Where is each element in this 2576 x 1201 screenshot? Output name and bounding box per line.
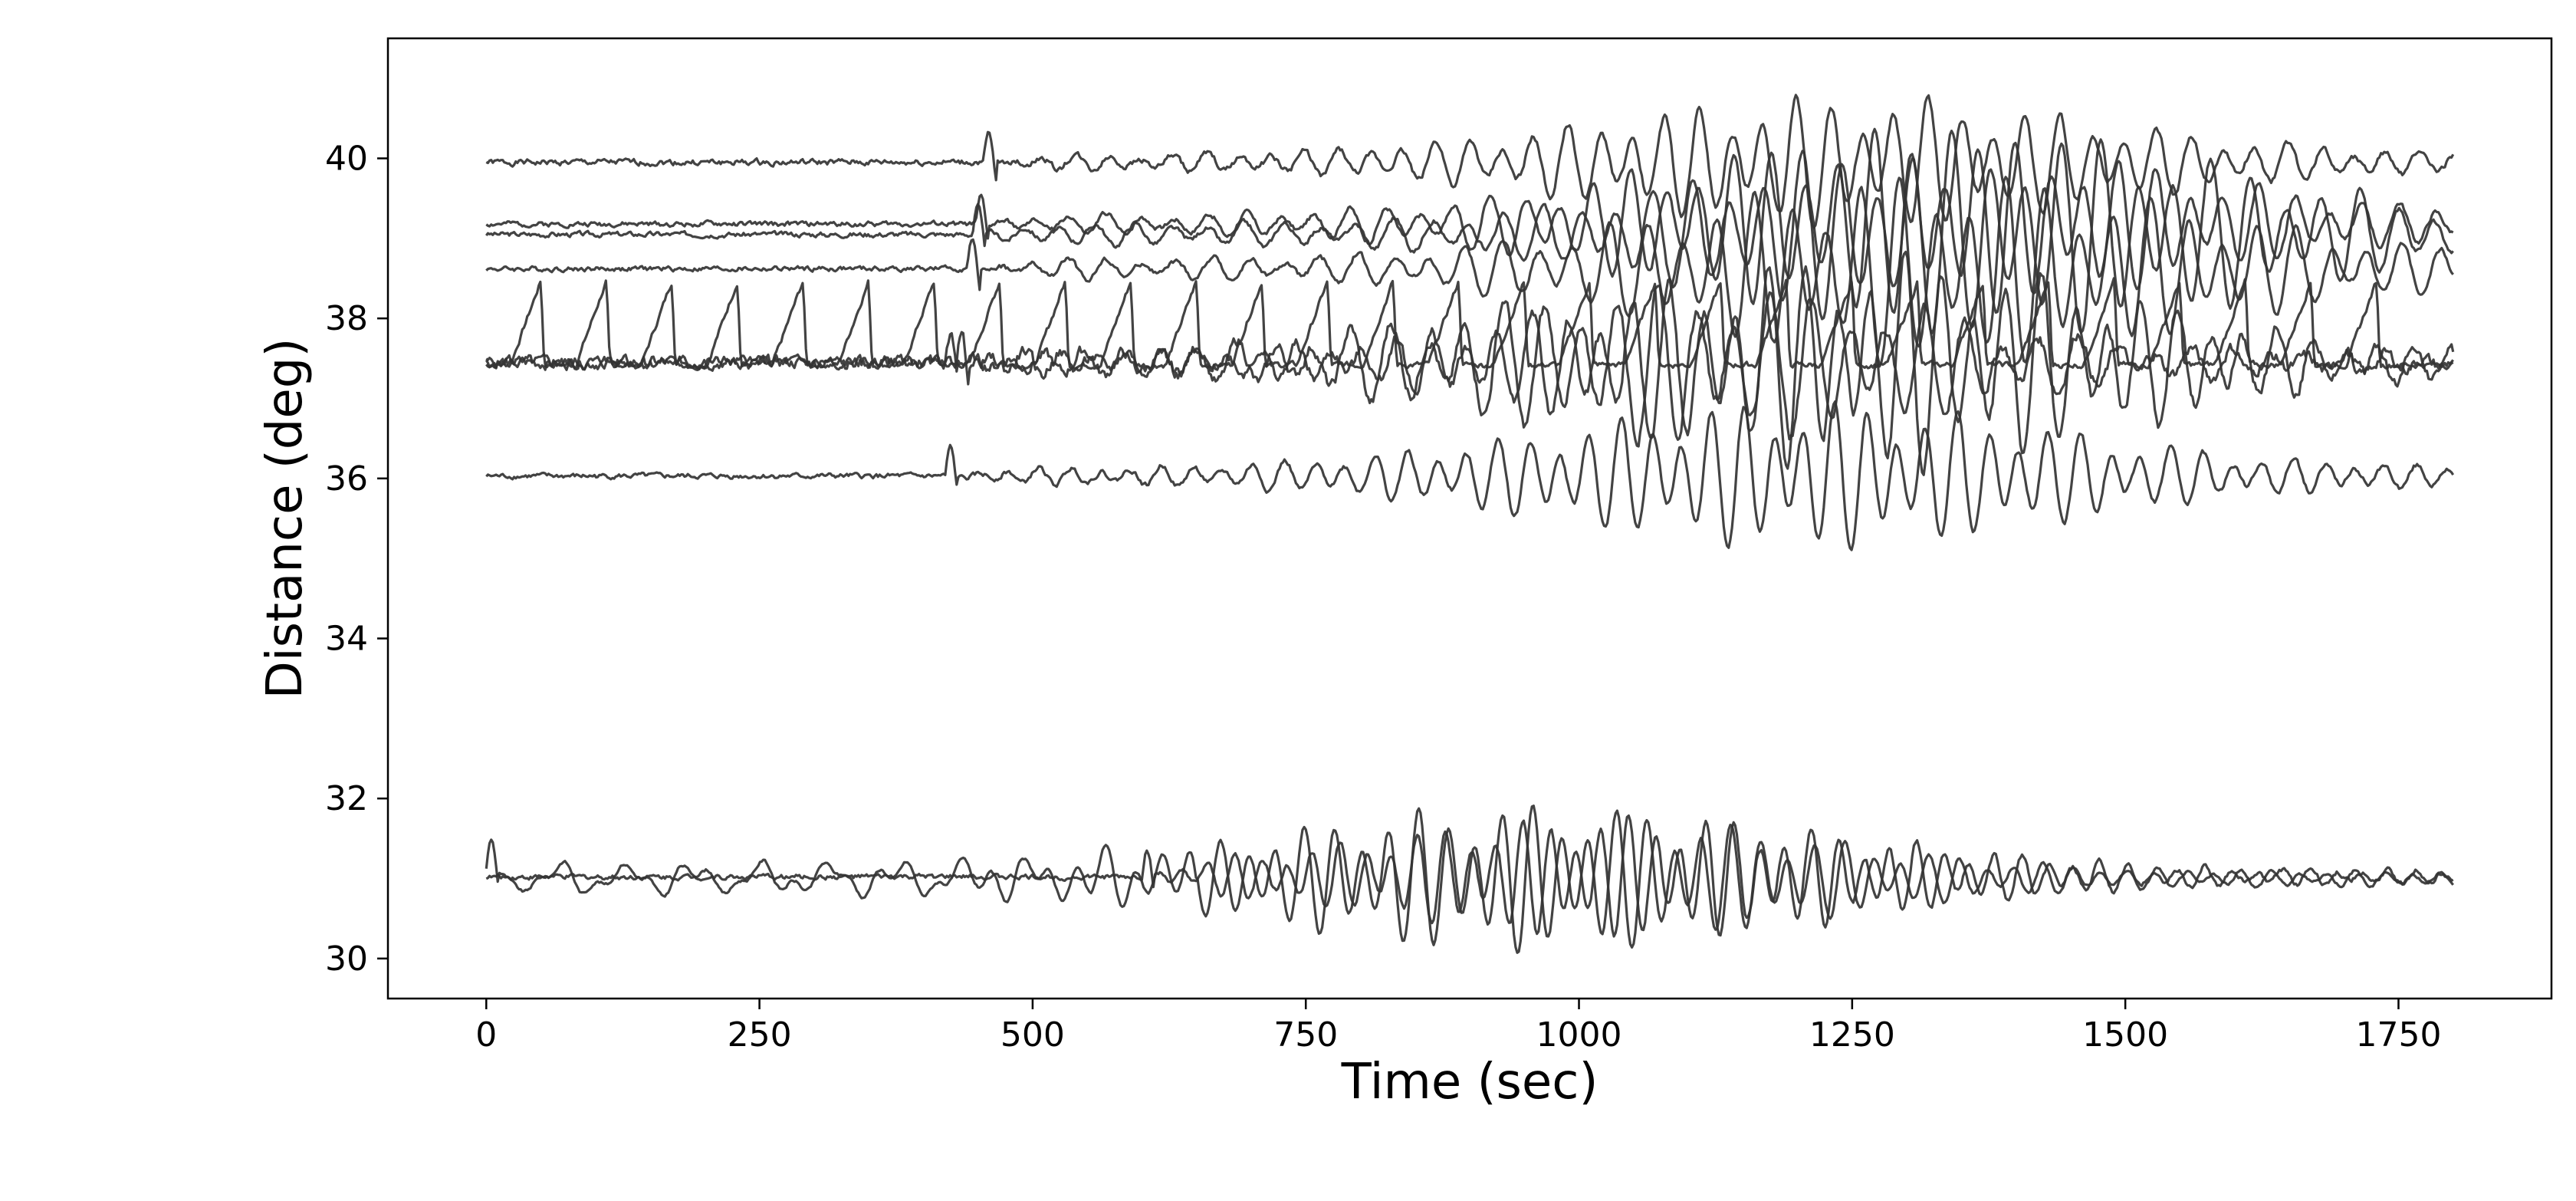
plot-frame <box>386 37 2553 1000</box>
x-tick-label: 1000 <box>1536 1015 1622 1055</box>
seismic-trace-1 <box>485 94 2455 229</box>
x-tick-label: 1250 <box>1809 1015 1895 1055</box>
y-tick-label: 40 <box>325 140 368 179</box>
x-axis-ticks: 0 250 500 750 1000 1250 1500 1750 <box>475 999 2441 1055</box>
seismic-trace-7 <box>485 277 2454 370</box>
seismic-trace-10 <box>485 814 2454 938</box>
y-tick-label: 30 <box>325 939 368 979</box>
seismic-trace-3 <box>485 130 2454 334</box>
x-axis-label: Time (sec) <box>1341 1054 1598 1111</box>
y-tick-label: 34 <box>325 620 368 659</box>
seismic-trace-6 <box>485 285 2454 448</box>
y-axis-label: Distance (deg) <box>257 338 314 699</box>
seismic-trace-2 <box>485 127 2454 314</box>
trace-group <box>485 94 2455 954</box>
x-tick-label: 750 <box>1273 1015 1338 1055</box>
y-tick-label: 32 <box>325 779 368 818</box>
y-tick-label: 36 <box>325 459 368 498</box>
x-tick-label: 1750 <box>2355 1015 2441 1055</box>
seismic-trace-4 <box>485 176 2454 366</box>
y-tick-label: 38 <box>325 299 368 338</box>
x-tick-label: 1500 <box>2082 1015 2168 1055</box>
seismic-trace-8 <box>485 400 2455 551</box>
x-tick-label: 500 <box>1001 1015 1065 1055</box>
x-tick-label: 0 <box>475 1015 497 1055</box>
x-tick-label: 250 <box>728 1015 792 1055</box>
y-axis-ticks: 30 32 34 36 38 40 <box>325 140 388 979</box>
